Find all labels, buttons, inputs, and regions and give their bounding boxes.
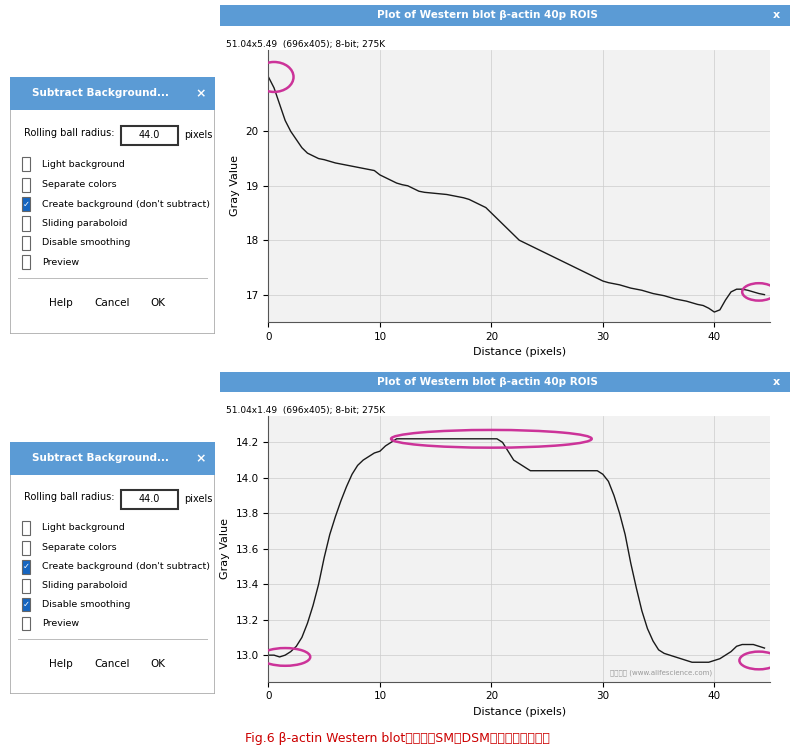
Text: Create background (don't subtract): Create background (don't subtract) <box>42 562 210 572</box>
Bar <box>220 372 790 392</box>
Text: ✓: ✓ <box>23 562 29 572</box>
Text: Plot of Western blot β-actin 40p ROIS: Plot of Western blot β-actin 40p ROIS <box>377 11 599 20</box>
Text: Sliding paraboloid: Sliding paraboloid <box>42 581 127 590</box>
FancyBboxPatch shape <box>22 520 30 535</box>
FancyBboxPatch shape <box>22 579 30 593</box>
FancyBboxPatch shape <box>22 197 30 211</box>
FancyBboxPatch shape <box>10 442 215 694</box>
FancyBboxPatch shape <box>22 216 30 231</box>
Text: x: x <box>773 11 781 20</box>
Bar <box>220 5 790 26</box>
Text: Disable smoothing: Disable smoothing <box>42 600 130 609</box>
Text: 44.0: 44.0 <box>139 130 160 140</box>
Text: ×: × <box>195 87 206 100</box>
FancyBboxPatch shape <box>22 178 30 192</box>
FancyBboxPatch shape <box>22 236 30 250</box>
Text: Preview: Preview <box>42 619 79 628</box>
Text: Disable smoothing: Disable smoothing <box>42 238 130 247</box>
Text: Fig.6 β-actin Western blot条带选区SM、DSM组背景信号曲线图: Fig.6 β-actin Western blot条带选区SM、DSM组背景信… <box>245 732 549 745</box>
Text: Rolling ball radius:: Rolling ball radius: <box>25 128 115 138</box>
Text: Light background: Light background <box>42 523 125 532</box>
Text: 51.04x1.49  (696x405); 8-bit; 275K: 51.04x1.49 (696x405); 8-bit; 275K <box>225 406 385 415</box>
FancyBboxPatch shape <box>22 541 30 555</box>
Text: Subtract Background...: Subtract Background... <box>32 89 168 98</box>
X-axis label: Distance (pixels): Distance (pixels) <box>472 707 566 717</box>
Bar <box>10 442 215 475</box>
Text: ✓: ✓ <box>23 600 29 609</box>
Text: ✓: ✓ <box>23 200 29 209</box>
Text: OK: OK <box>150 659 165 668</box>
X-axis label: Distance (pixels): Distance (pixels) <box>472 347 566 357</box>
Text: 51.04x5.49  (696x405); 8-bit; 275K: 51.04x5.49 (696x405); 8-bit; 275K <box>225 40 385 49</box>
Text: pixels: pixels <box>184 130 213 140</box>
FancyBboxPatch shape <box>121 125 178 145</box>
Text: 44.0: 44.0 <box>139 494 160 504</box>
Bar <box>10 77 215 110</box>
FancyBboxPatch shape <box>121 490 178 508</box>
FancyBboxPatch shape <box>22 617 30 630</box>
FancyBboxPatch shape <box>10 77 215 334</box>
Text: 拉助科技 (www.alifescience.com): 拉助科技 (www.alifescience.com) <box>610 670 711 677</box>
Text: Help: Help <box>49 298 73 309</box>
Text: ×: × <box>195 452 206 465</box>
Text: OK: OK <box>150 298 165 309</box>
Text: Light background: Light background <box>42 160 125 169</box>
Text: Subtract Background...: Subtract Background... <box>32 454 168 463</box>
Text: Plot of Western blot β-actin 40p ROIS: Plot of Western blot β-actin 40p ROIS <box>377 377 599 388</box>
FancyBboxPatch shape <box>22 559 30 574</box>
Text: Create background (don't subtract): Create background (don't subtract) <box>42 200 210 209</box>
Text: Separate colors: Separate colors <box>42 543 117 552</box>
Text: Rolling ball radius:: Rolling ball radius: <box>25 493 115 502</box>
Text: Separate colors: Separate colors <box>42 180 117 189</box>
Text: Help: Help <box>49 659 73 668</box>
Text: x: x <box>773 377 781 388</box>
FancyBboxPatch shape <box>22 157 30 171</box>
Text: Preview: Preview <box>42 258 79 267</box>
Y-axis label: Gray Value: Gray Value <box>230 155 240 216</box>
FancyBboxPatch shape <box>22 255 30 270</box>
Text: Sliding paraboloid: Sliding paraboloid <box>42 219 127 228</box>
Y-axis label: Gray Value: Gray Value <box>220 518 230 579</box>
Text: pixels: pixels <box>184 494 213 504</box>
Text: Cancel: Cancel <box>94 659 130 668</box>
FancyBboxPatch shape <box>22 598 30 611</box>
Text: Cancel: Cancel <box>94 298 130 309</box>
